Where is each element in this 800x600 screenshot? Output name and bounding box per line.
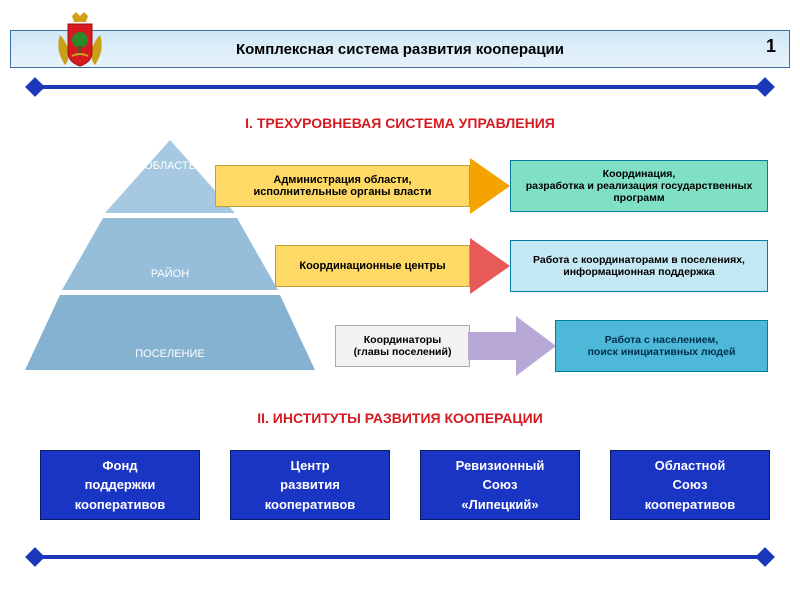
- institute-box-1: Центр развития кооперативов: [230, 450, 390, 520]
- section1-title: I. ТРЕХУРОВНЕВАЯ СИСТЕМА УПРАВЛЕНИЯ: [0, 115, 800, 131]
- pyramid-level-0: ОБЛАСТЬ: [120, 160, 220, 172]
- row1-result-box: Координация, разработка и реализация гос…: [510, 160, 768, 212]
- institute-label-3: Областной Союз кооперативов: [645, 456, 736, 515]
- row3-arrow-label: Координаторы (главы поселений): [354, 334, 452, 358]
- institute-label-2: Ревизионный Союз «Липецкий»: [456, 456, 545, 515]
- row1-arrow-box: Администрация области, исполнительные ор…: [215, 165, 470, 207]
- institute-label-1: Центр развития кооперативов: [265, 456, 356, 515]
- institute-box-2: Ревизионный Союз «Липецкий»: [420, 450, 580, 520]
- row3-arrow-head: [468, 316, 558, 376]
- header-title: Комплексная система развития кооперации: [236, 41, 564, 58]
- row3-arrow-box: Координаторы (главы поселений): [335, 325, 470, 367]
- row1-result-label: Координация, разработка и реализация гос…: [517, 168, 761, 204]
- pyramid-level-1: РАЙОН: [120, 268, 220, 280]
- divider-top: [35, 85, 765, 89]
- institute-box-3: Областной Союз кооперативов: [610, 450, 770, 520]
- row3-result-box: Работа с населением, поиск инициативных …: [555, 320, 768, 372]
- row2-arrow-label: Координационные центры: [299, 260, 445, 272]
- section2-title: II. ИНСТИТУТЫ РАЗВИТИЯ КООПЕРАЦИИ: [0, 410, 800, 426]
- header-bar: Комплексная система развития кооперации: [10, 30, 790, 68]
- row2-arrow-head: [470, 238, 512, 294]
- page-number: 1: [766, 36, 776, 57]
- institute-box-0: Фонд поддержки кооперативов: [40, 450, 200, 520]
- row2-result-label: Работа с координаторами в поселениях, ин…: [533, 254, 745, 278]
- emblem-icon: [50, 10, 110, 70]
- row1-arrow-head: [470, 158, 512, 214]
- pyramid-level-2: ПОСЕЛЕНИЕ: [120, 348, 220, 360]
- row2-arrow-box: Координационные центры: [275, 245, 470, 287]
- divider-bottom: [35, 555, 765, 559]
- row2-result-box: Работа с координаторами в поселениях, ин…: [510, 240, 768, 292]
- row1-arrow-label: Администрация области, исполнительные ор…: [253, 174, 431, 198]
- row3-result-label: Работа с населением, поиск инициативных …: [588, 334, 736, 358]
- institute-label-0: Фонд поддержки кооперативов: [75, 456, 166, 515]
